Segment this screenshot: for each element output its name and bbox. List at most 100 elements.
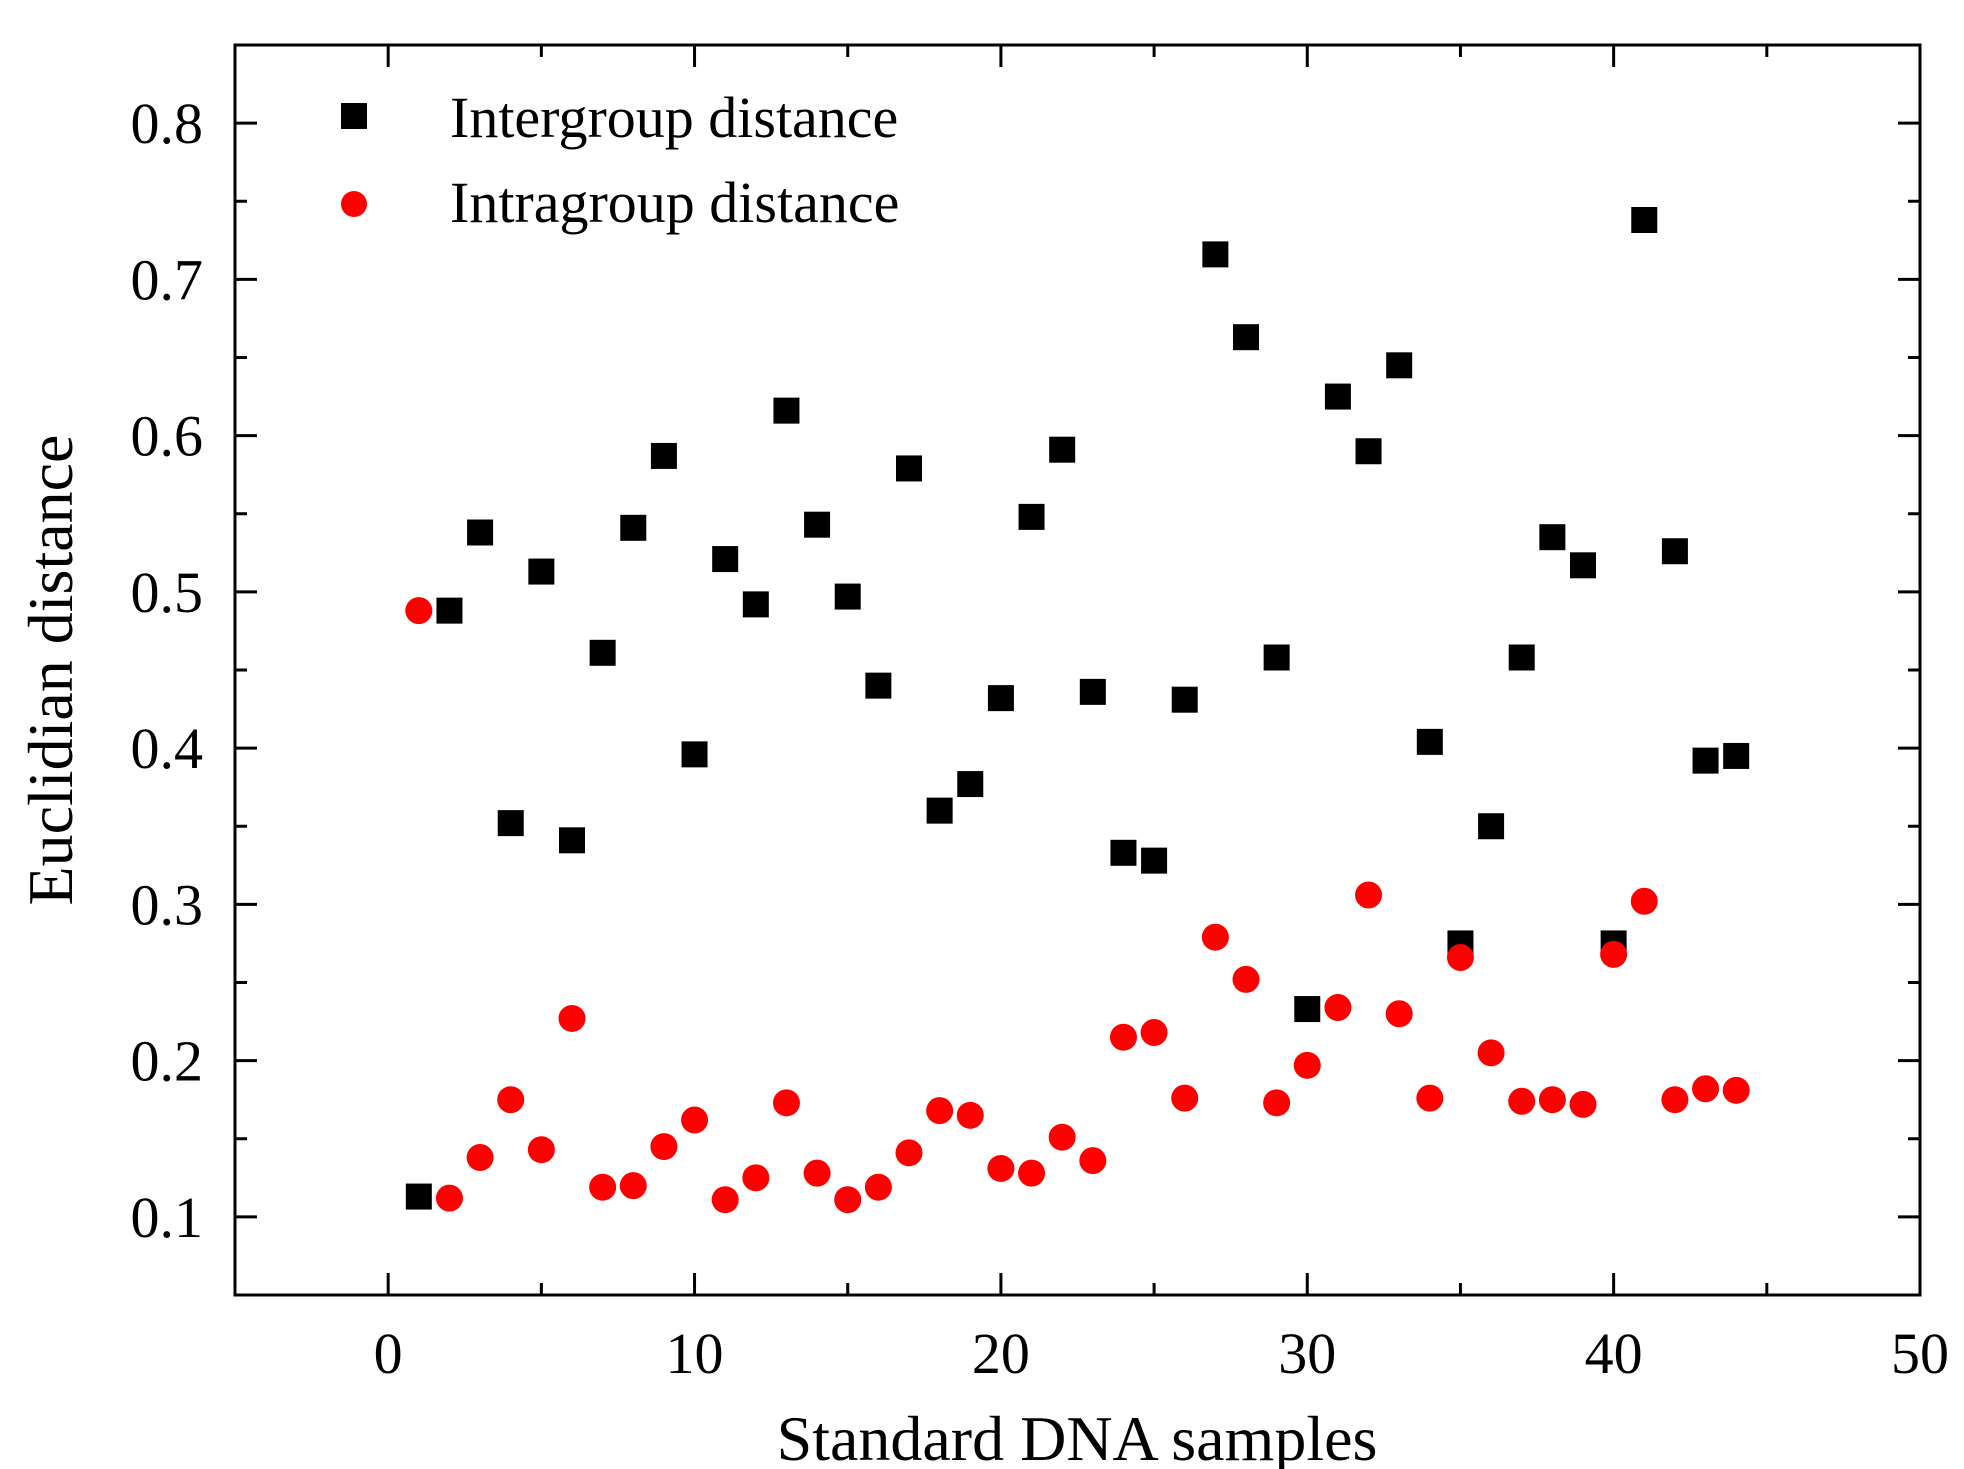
intergroup-point <box>1202 241 1229 268</box>
intragroup-point <box>742 1164 770 1192</box>
intragroup-point <box>1171 1084 1199 1112</box>
intragroup-point <box>497 1086 525 1114</box>
x-tick-label: 30 <box>1278 1321 1336 1386</box>
intragroup-point <box>1446 944 1474 971</box>
intergroup-point <box>436 597 463 624</box>
x-tick-label: 10 <box>666 1321 724 1386</box>
y-tick-label: 0.6 <box>131 404 204 469</box>
intragroup-point <box>1048 1123 1076 1151</box>
intergroup-point <box>834 583 861 610</box>
intergroup-point <box>1692 747 1719 774</box>
x-tick-label: 0 <box>374 1321 403 1386</box>
intergroup-point <box>712 546 739 573</box>
intragroup-point <box>926 1097 954 1125</box>
intergroup-point <box>1233 324 1259 351</box>
intergroup-point <box>1539 524 1566 551</box>
intergroup-point <box>1508 644 1535 671</box>
intragroup-point <box>1018 1159 1046 1187</box>
intragroup-point <box>803 1159 831 1187</box>
intergroup-point <box>559 827 585 854</box>
intergroup-point <box>1049 436 1076 463</box>
intergroup-point <box>1631 207 1658 233</box>
intergroup-point <box>1171 686 1198 713</box>
intergroup-point <box>405 1183 432 1210</box>
legend-label-intragroup: Intragroup distance <box>450 170 899 235</box>
axis-tick-labels: 0 10 20 30 40 50 0.1 0.2 0.3 0.4 0.5 0.6 0.7 0.8 <box>131 91 1950 1386</box>
axis-ticks <box>233 45 1922 1295</box>
intragroup-point <box>1569 1090 1597 1118</box>
intergroup-point <box>1294 996 1321 1023</box>
intergroup-point <box>1416 728 1443 755</box>
intergroup-point <box>528 558 555 585</box>
intergroup-point <box>1355 438 1382 465</box>
intragroup-point <box>527 1136 555 1164</box>
intergroup-point <box>589 639 616 666</box>
intragroup-point <box>711 1186 739 1214</box>
intergroup-point <box>1110 839 1137 866</box>
y-tick-label: 0.2 <box>131 1029 204 1094</box>
intragroup-point <box>864 1173 892 1201</box>
intergroup-point <box>1570 552 1596 579</box>
intergroup-point <box>1324 383 1351 410</box>
legend: Intergroup distance Intragroup distance <box>341 85 899 235</box>
intragroup-point <box>1600 940 1628 968</box>
intragroup-point <box>650 1133 678 1161</box>
intergroup-point <box>926 797 953 824</box>
y-tick-label: 0.8 <box>131 91 204 156</box>
x-axis-label: Standard DNA samples <box>777 1403 1378 1469</box>
intergroup-point <box>1079 678 1106 705</box>
intergroup-point <box>681 741 708 768</box>
intergroup-point <box>1386 352 1413 379</box>
legend-square-marker <box>341 103 367 129</box>
intergroup-point <box>1661 538 1688 565</box>
intragroup-point <box>681 1106 709 1134</box>
intergroup-point <box>1723 742 1750 769</box>
intergroup-point <box>804 511 831 538</box>
intragroup-point <box>1293 1051 1321 1079</box>
intragroup-point <box>1109 1023 1137 1051</box>
intergroup-point <box>896 455 922 482</box>
y-tick-label: 0.3 <box>131 872 204 937</box>
intergroup-point <box>650 442 677 469</box>
intragroup-point <box>1263 1089 1291 1117</box>
intergroup-point <box>620 514 647 541</box>
legend-label-intergroup: Intergroup distance <box>450 85 898 150</box>
intergroup-point <box>467 519 494 546</box>
intragroup-point <box>1201 923 1229 951</box>
intragroup-point <box>435 1184 463 1212</box>
intergroup-point <box>1478 813 1505 840</box>
intragroup-point <box>956 1101 984 1129</box>
intragroup-point <box>466 1144 494 1171</box>
intragroup-point <box>1661 1086 1689 1114</box>
intragroup-point <box>1385 1000 1413 1028</box>
y-tick-label: 0.1 <box>131 1185 204 1250</box>
intragroup-point <box>1079 1147 1107 1175</box>
legend-circle-marker <box>341 191 367 217</box>
x-tick-label: 50 <box>1891 1321 1949 1386</box>
intragroup-point <box>1324 994 1352 1021</box>
intergroup-point <box>1141 847 1168 874</box>
intragroup-point <box>1722 1076 1750 1104</box>
intragroup-point <box>834 1186 862 1214</box>
intergroup-point <box>773 397 800 424</box>
intragroup-point <box>405 597 433 625</box>
x-tick-label: 40 <box>1585 1321 1643 1386</box>
intragroup-point <box>987 1154 1015 1182</box>
y-axis-label: Euclidian distance <box>15 435 86 906</box>
y-tick-label: 0.5 <box>131 560 204 625</box>
intragroup-point <box>1232 965 1260 993</box>
intragroup-point <box>619 1172 647 1200</box>
intragroup-point <box>1692 1075 1720 1103</box>
intragroup-point <box>895 1139 923 1167</box>
intragroup-point <box>1630 887 1658 915</box>
y-tick-label: 0.7 <box>131 247 204 312</box>
intragroup-point <box>772 1089 800 1117</box>
data-points <box>405 207 1750 1214</box>
intragroup-point <box>1416 1084 1444 1112</box>
intergroup-point <box>1263 644 1290 671</box>
intragroup-point <box>558 1004 586 1032</box>
intergroup-point <box>987 685 1014 712</box>
intergroup-point <box>1018 503 1045 530</box>
intragroup-point <box>589 1173 617 1201</box>
